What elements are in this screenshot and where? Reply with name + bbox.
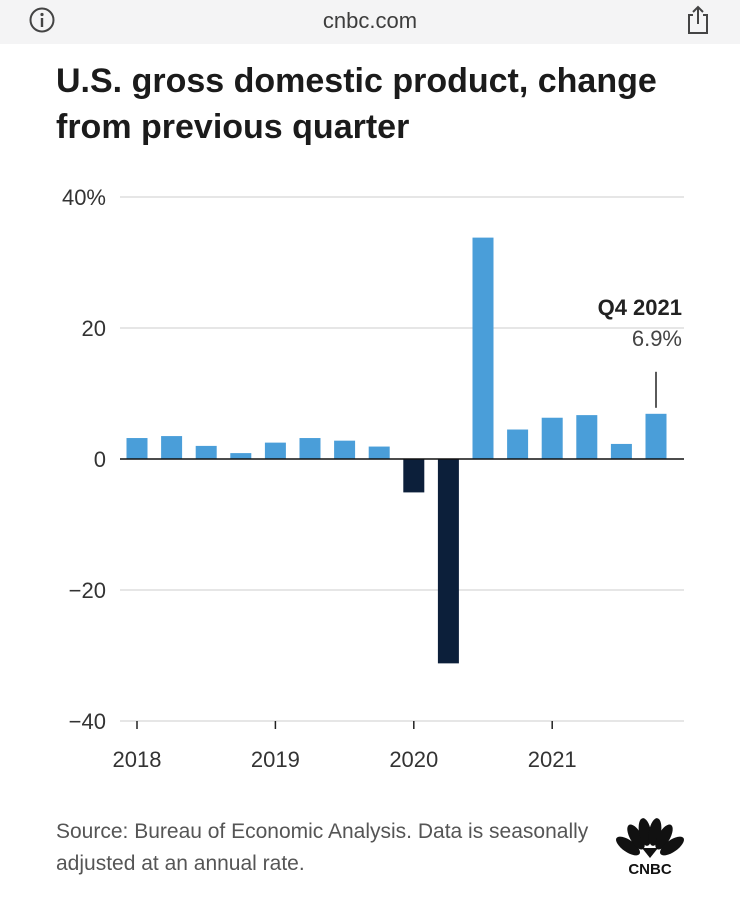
bar-q4-2019 <box>368 446 390 459</box>
y-tick-label: 0 <box>94 447 106 472</box>
bar-q4-2018 <box>230 453 252 459</box>
share-icon[interactable] <box>684 4 712 36</box>
bar-q2-2021 <box>576 415 598 459</box>
browser-address-bar: cnbc.com <box>0 0 740 44</box>
source-note: Source: Bureau of Economic Analysis. Dat… <box>56 820 589 875</box>
bar-q3-2018 <box>195 445 217 459</box>
bar-q2-2018 <box>161 436 183 459</box>
bar-q1-2019 <box>264 442 286 459</box>
bar-q3-2019 <box>334 440 356 459</box>
y-tick-label: 40% <box>62 185 106 210</box>
bar-q1-2020 <box>403 459 425 493</box>
annotation-value: 6.9% <box>632 326 682 351</box>
info-icon[interactable] <box>28 6 56 34</box>
x-tick-label-2018: 2018 <box>113 747 162 772</box>
bar-q3-2021 <box>610 443 632 459</box>
bar-q1-2018 <box>126 438 148 459</box>
cnbc-peacock-logo: CNBC <box>616 818 684 878</box>
cnbc-logo-text: CNBC <box>628 861 671 878</box>
bar-q1-2021 <box>541 417 563 459</box>
y-tick-label: −40 <box>69 709 106 734</box>
annotation-label: Q4 2021 <box>598 295 682 320</box>
url-text[interactable]: cnbc.com <box>322 8 418 33</box>
bar-q3-2020 <box>472 237 494 459</box>
y-tick-label: 20 <box>82 316 106 341</box>
gdp-bar-chart: 40% 20 0 −20 −40 2018 2019 2020 2021 Q4 2021 6.9% <box>62 185 684 772</box>
x-tick-label-2019: 2019 <box>251 747 300 772</box>
y-tick-label: −20 <box>69 578 106 603</box>
bar-q2-2020 <box>437 459 459 664</box>
bar-q4-2020 <box>507 429 529 459</box>
x-tick-label-2021: 2021 <box>528 747 577 772</box>
bar-q4-2021 <box>645 413 667 459</box>
bar-q2-2019 <box>299 438 321 459</box>
chart-title: U.S. gross domestic product, change from… <box>56 62 657 146</box>
x-tick-label-2020: 2020 <box>389 747 438 772</box>
